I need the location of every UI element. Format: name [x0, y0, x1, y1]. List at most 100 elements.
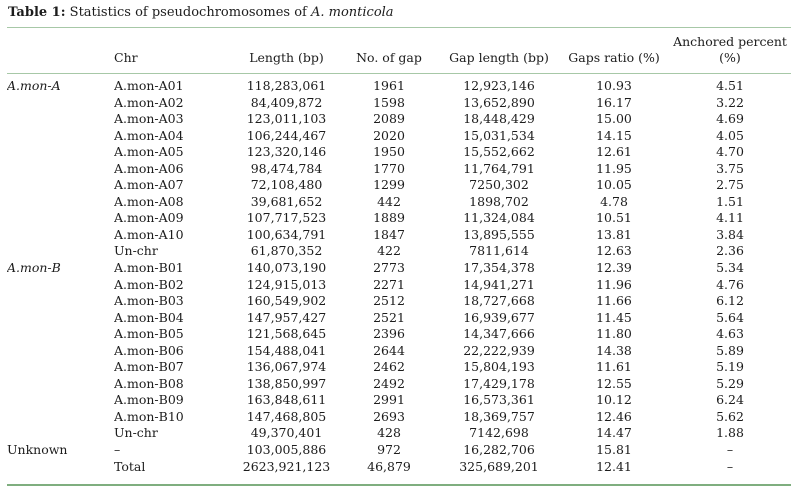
- cell-chr: A.mon-A03: [114, 111, 184, 127]
- cell-gap-length: 22,222,939: [463, 342, 535, 358]
- table-caption-label: Table 1:: [8, 5, 66, 20]
- cell-group: [7, 293, 114, 310]
- cell-anchored-percent: 6.24: [716, 392, 744, 408]
- cell-no-of-gap: 2693: [373, 408, 405, 424]
- paper-table-page: Table 1: Statistics of pseudochromosomes…: [7, 5, 791, 487]
- cell-length: 107,717,523: [246, 210, 327, 226]
- col-header-anchored-percent: Anchored percent (%): [669, 27, 791, 74]
- cell-anchored-percent: 5.62: [716, 408, 744, 424]
- cell-no-of-gap: 2521: [373, 309, 405, 325]
- cell-group: [7, 459, 114, 486]
- cell-group: [7, 392, 114, 409]
- cell-no-of-gap: 2462: [373, 359, 405, 375]
- cell-gap-length: 16,573,361: [463, 392, 535, 408]
- cell-group: A.mon-B: [7, 260, 61, 276]
- cell-length: 49,370,401: [250, 425, 323, 441]
- table-row: A.mon-B08 138,850,997 2492 17,429,178 12…: [7, 376, 791, 393]
- cell-length: 123,011,103: [246, 111, 327, 127]
- cell-gaps-ratio: 11.96: [596, 276, 632, 292]
- cell-length: 124,915,013: [246, 276, 327, 292]
- cell-chr: A.mon-B07: [114, 359, 184, 375]
- table-row: A.mon-B07 136,067,974 2462 15,804,193 11…: [7, 359, 791, 376]
- cell-length: 118,283,061: [246, 78, 327, 93]
- cell-length: 98,474,784: [250, 160, 323, 176]
- cell-length: 121,568,645: [246, 326, 327, 342]
- cell-anchored-percent: 5.34: [716, 260, 744, 276]
- cell-gap-length: 15,552,662: [463, 144, 535, 160]
- cell-chr: A.mon-B04: [114, 309, 184, 325]
- cell-chr: A.mon-A06: [114, 160, 184, 176]
- cell-gap-length: 18,448,429: [463, 111, 535, 127]
- cell-length: 123,320,146: [246, 144, 327, 160]
- table-row: A.mon-A09 107,717,523 1889 11,324,084 10…: [7, 210, 791, 227]
- cell-chr: A.mon-A08: [114, 193, 184, 209]
- cell-no-of-gap: 1770: [373, 160, 405, 176]
- cell-no-of-gap: 1889: [373, 210, 405, 226]
- cell-anchored-percent: 5.19: [716, 359, 744, 375]
- cell-gaps-ratio: 11.45: [596, 309, 632, 325]
- table-row: A.mon-B06 154,488,041 2644 22,222,939 14…: [7, 343, 791, 360]
- cell-length: 61,870,352: [250, 243, 323, 259]
- table-caption-text: Statistics of pseudochromosomes of: [65, 5, 311, 20]
- cell-gap-length: 13,652,890: [463, 94, 535, 110]
- cell-no-of-gap: 1299: [373, 177, 405, 193]
- cell-no-of-gap: 2271: [373, 276, 405, 292]
- cell-anchored-percent: 4.05: [716, 127, 744, 143]
- cell-gap-length: 325,689,201: [459, 458, 539, 474]
- table-row: A.mon-B04 147,957,427 2521 16,939,677 11…: [7, 310, 791, 327]
- table-row: A.mon-A06 98,474,784 1770 11,764,791 11.…: [7, 161, 791, 178]
- table-row: A.mon-A07 72,108,480 1299 7250,302 10.05…: [7, 177, 791, 194]
- cell-anchored-percent: 4.63: [716, 326, 744, 342]
- cell-group: [7, 227, 114, 244]
- table-header: Chr Length (bp) No. of gap Gap length (b…: [7, 27, 791, 74]
- cell-gaps-ratio: 12.41: [596, 458, 632, 474]
- cell-no-of-gap: 1598: [373, 94, 405, 110]
- cell-gap-length: 14,941,271: [463, 276, 535, 292]
- cell-anchored-percent: 4.69: [716, 111, 744, 127]
- cell-gap-length: 14,347,666: [463, 326, 535, 342]
- table-row: A.mon-B09 163,848,611 2991 16,573,361 10…: [7, 392, 791, 409]
- cell-chr: A.mon-B06: [114, 342, 184, 358]
- cell-gaps-ratio: 12.63: [596, 243, 632, 259]
- cell-chr: A.mon-A04: [114, 127, 184, 143]
- cell-no-of-gap: 422: [377, 243, 401, 259]
- cell-no-of-gap: 442: [377, 193, 401, 209]
- cell-no-of-gap: 1847: [373, 226, 405, 242]
- col-header-no-of-gap: No. of gap: [339, 27, 439, 74]
- table-row: A.mon-B A.mon-B01 140,073,190 2773 17,35…: [7, 260, 791, 277]
- cell-length: 2623,921,123: [242, 458, 331, 474]
- cell-chr: A.mon-B05: [114, 326, 184, 342]
- cell-anchored-percent: 4.11: [716, 210, 744, 226]
- cell-chr: Un-chr: [114, 243, 158, 259]
- cell-gap-length: 17,429,178: [463, 375, 535, 391]
- table-row: Total 2623,921,123 46,879 325,689,201 12…: [7, 459, 791, 486]
- cell-gaps-ratio: 11.95: [596, 160, 632, 176]
- cell-gaps-ratio: 13.81: [596, 226, 632, 242]
- table-row: A.mon-B03 160,549,902 2512 18,727,668 11…: [7, 293, 791, 310]
- cell-gaps-ratio: 12.46: [596, 408, 632, 424]
- cell-chr: Total: [114, 458, 146, 474]
- cell-anchored-percent: 1.51: [716, 193, 744, 209]
- cell-group: [7, 128, 114, 145]
- cell-no-of-gap: 428: [377, 425, 401, 441]
- cell-gap-length: 7811,614: [469, 243, 529, 259]
- cell-length: 140,073,190: [246, 260, 327, 276]
- cell-length: 163,848,611: [246, 392, 327, 408]
- cell-no-of-gap: 2512: [373, 293, 405, 309]
- table-caption-species: A. monticola: [310, 5, 394, 20]
- cell-gaps-ratio: 12.55: [596, 375, 632, 391]
- cell-chr: A.mon-B02: [114, 276, 184, 292]
- cell-gap-length: 17,354,378: [463, 260, 535, 276]
- cell-anchored-percent: 5.29: [716, 375, 744, 391]
- cell-length: 147,957,427: [246, 309, 327, 325]
- cell-chr: A.mon-A02: [114, 94, 184, 110]
- col-header-gap-length: Gap length (bp): [439, 27, 559, 74]
- cell-gaps-ratio: 12.39: [596, 260, 632, 276]
- cell-length: 136,067,974: [246, 359, 327, 375]
- cell-gaps-ratio: 10.93: [596, 78, 632, 93]
- cell-anchored-percent: 5.89: [716, 342, 744, 358]
- cell-gaps-ratio: 10.05: [596, 177, 632, 193]
- cell-chr: A.mon-B09: [114, 392, 184, 408]
- cell-anchored-percent: 6.12: [716, 293, 744, 309]
- cell-gap-length: 7142,698: [469, 425, 529, 441]
